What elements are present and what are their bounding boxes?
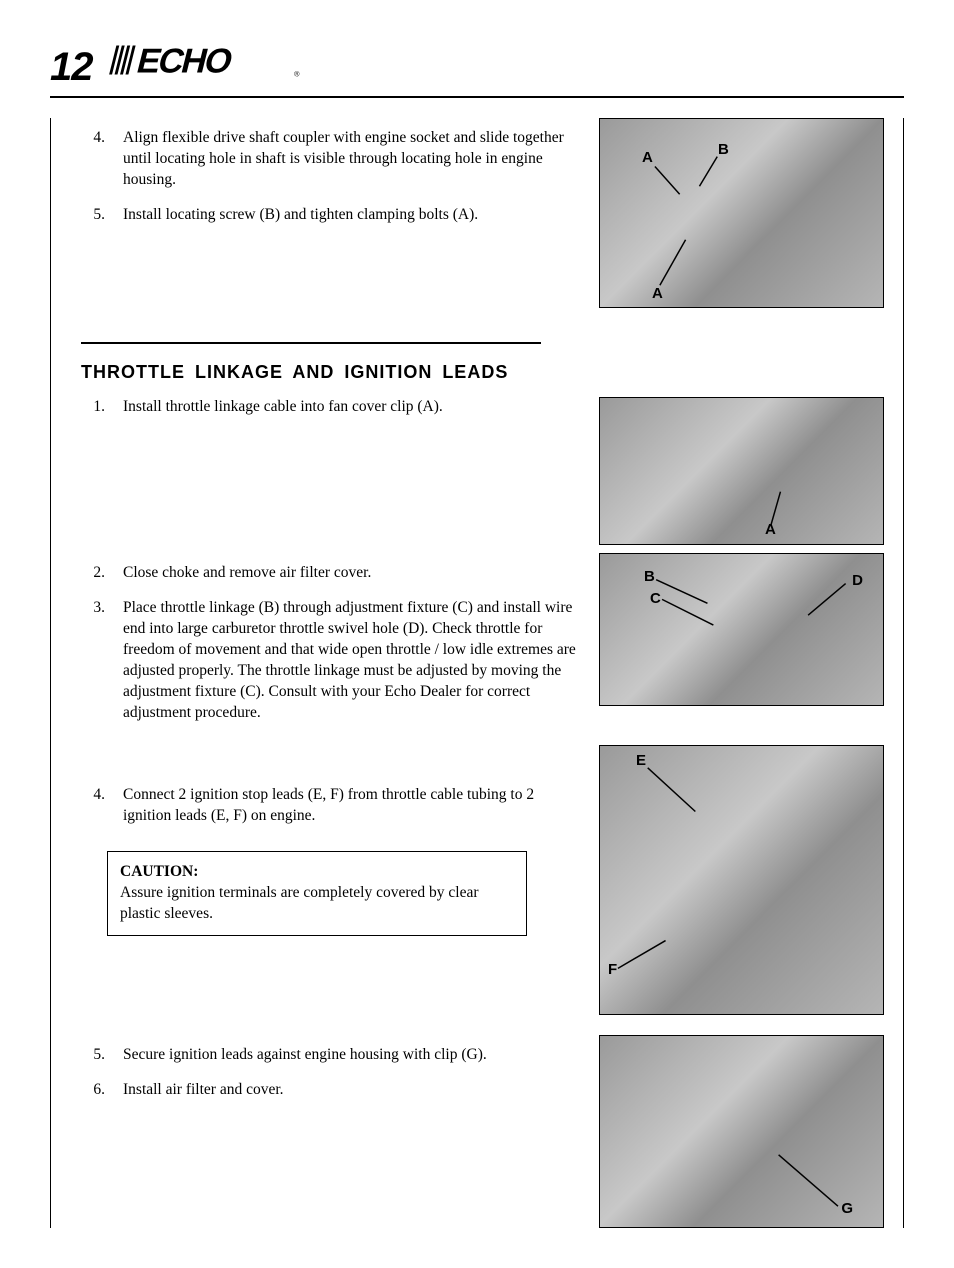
step-item: 4. Connect 2 ignition stop leads (E, F) f…	[81, 785, 581, 827]
steps-top: 4. Align flexible drive shaft coupler wit…	[81, 128, 581, 226]
figure-placeholder	[600, 398, 883, 544]
section-divider	[81, 342, 541, 344]
step-text: Install locating screw (B) and tighten c…	[123, 205, 478, 226]
figure-label-a-bottom: A	[652, 285, 663, 302]
figure-label-b: B	[644, 568, 655, 585]
figure-label-a: A	[765, 521, 776, 538]
step-text: Connect 2 ignition stop leads (E, F) fro…	[123, 785, 581, 827]
figure-4: E F	[599, 745, 884, 1015]
figure-label-c: C	[650, 590, 661, 607]
step-text: Secure ignition leads against engine hou…	[123, 1045, 487, 1066]
step-text: Install air filter and cover.	[123, 1080, 284, 1101]
svg-text:ECHO: ECHO	[133, 42, 236, 80]
figure-label-e: E	[636, 752, 646, 769]
figure-placeholder	[600, 554, 883, 705]
page-number: 12	[50, 45, 93, 90]
figure-label-b: B	[718, 141, 729, 158]
step-number: 6.	[81, 1080, 105, 1101]
figure-label-a: A	[642, 149, 653, 166]
figure-3: B C D	[599, 553, 884, 706]
step-item: 4. Align flexible drive shaft coupler wit…	[81, 128, 581, 191]
step-item: 2. Close choke and remove air filter cove…	[81, 563, 581, 584]
figure-2: A	[599, 397, 884, 545]
step-text: Install throttle linkage cable into fan …	[123, 397, 443, 418]
step-number: 2.	[81, 563, 105, 584]
step-item: 5. Secure ignition leads against engine h…	[81, 1045, 581, 1066]
step-number: 3.	[81, 598, 105, 724]
figure-label-f: F	[608, 961, 617, 978]
step-item: 6. Install air filter and cover.	[81, 1080, 581, 1101]
caution-text: Assure ignition terminals are completely…	[120, 884, 479, 922]
step-number: 4.	[81, 128, 105, 191]
step-item: 3.Place throttle linkage (B) through adj…	[81, 598, 581, 724]
steps-a: 1. Install throttle linkage cable into fa…	[81, 397, 581, 418]
steps-d: 5. Secure ignition leads against engine h…	[81, 1045, 581, 1101]
step-number: 5.	[81, 1045, 105, 1066]
brand-logo: ECHO ®	[105, 40, 305, 85]
step-text: Align flexible drive shaft coupler with …	[123, 128, 581, 191]
steps-b: 2. Close choke and remove air filter cove…	[81, 563, 581, 723]
figure-5: G	[599, 1035, 884, 1228]
step-item: 5. Install locating screw (B) and tighten…	[81, 205, 581, 226]
figure-label-g: G	[841, 1200, 853, 1217]
figure-placeholder	[600, 119, 883, 307]
step-text: Place throttle linkage (B) through adjus…	[123, 598, 581, 724]
step-number: 1.	[81, 397, 105, 418]
page-header: 12 ECHO ®	[50, 40, 904, 98]
figure-placeholder	[600, 1036, 883, 1227]
step-number: 5.	[81, 205, 105, 226]
step-text: Close choke and remove air filter cover.	[123, 563, 371, 584]
figure-label-d: D	[852, 572, 863, 589]
caution-box: CAUTION: Assure ignition terminals are c…	[107, 851, 527, 936]
caution-label: CAUTION:	[120, 863, 198, 880]
section-title: THROTTLE LINKAGE AND IGNITION LEADS	[81, 362, 889, 383]
content-area: 4. Align flexible drive shaft coupler wit…	[50, 118, 904, 1228]
step-item: 1. Install throttle linkage cable into fa…	[81, 397, 581, 418]
steps-c: 4. Connect 2 ignition stop leads (E, F) f…	[81, 785, 581, 827]
figure-1: A B A	[599, 118, 884, 308]
step-number: 4.	[81, 785, 105, 827]
svg-text:®: ®	[294, 69, 300, 78]
figure-placeholder	[600, 746, 883, 1014]
